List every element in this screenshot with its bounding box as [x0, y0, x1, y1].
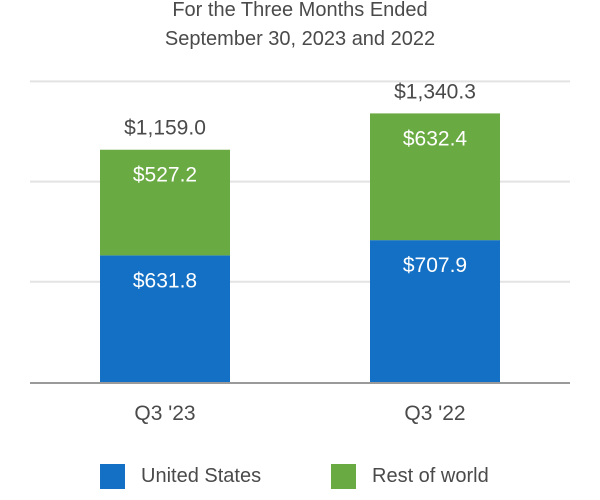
- bar-rest-of-world-0-label: $527.2: [133, 164, 197, 187]
- legend-item-rest-of-world: Rest of world: [331, 464, 489, 489]
- chart-title-line-1: For the Three Months Ended: [172, 0, 428, 21]
- bar-total-label-1: $1,340.3: [394, 80, 476, 103]
- bar-rest-of-world-1-label: $632.4: [403, 127, 468, 150]
- bar-united-states-0-label: $631.8: [133, 269, 197, 292]
- legend-label-rest-of-world: Rest of world: [372, 465, 489, 487]
- legend-swatch-rest-of-world: [331, 464, 356, 489]
- bar-rest-of-world-0: [100, 149, 230, 256]
- legend-swatch-united-states: [100, 464, 125, 489]
- bar-rest-of-world-1: [370, 113, 500, 241]
- x-tick-label-0: Q3 '23: [134, 402, 195, 425]
- x-tick-label-1: Q3 '22: [404, 402, 465, 425]
- legend-item-united-states: United States: [100, 464, 261, 489]
- legend-label-united-states: United States: [141, 465, 262, 487]
- bar-united-states-0: [100, 255, 230, 382]
- bar-united-states-1: [370, 240, 500, 382]
- stacked-bar-chart: $631.8 $527.2 $1,159.0 Q3 '23 $707.9 $632.4 $1…: [30, 80, 570, 425]
- chart-legend: United States Rest of world: [0, 464, 600, 490]
- chart-title-line-2: September 30, 2023 and 2022: [164, 28, 436, 50]
- bar-total-label-0: $1,159.0: [124, 117, 206, 140]
- bar-united-states-1-label: $707.9: [403, 254, 467, 277]
